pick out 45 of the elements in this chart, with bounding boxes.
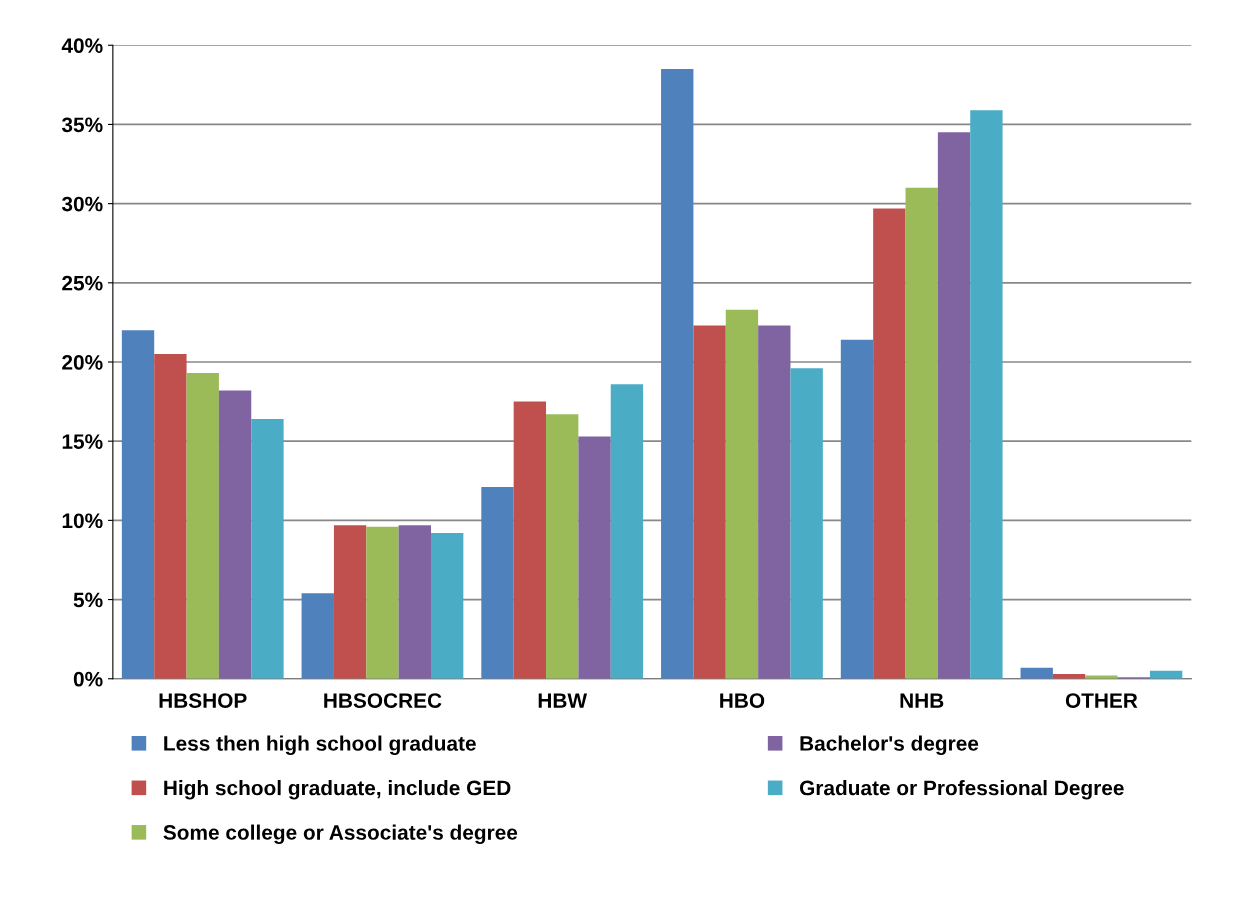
y-tick-label: 15% xyxy=(62,434,103,449)
y-tick-label: 0% xyxy=(73,671,103,687)
y-tick-label: 20% xyxy=(62,355,103,370)
legend-label: High school graduate, include GED xyxy=(164,780,511,800)
bar xyxy=(693,325,726,679)
bar xyxy=(873,208,906,679)
y-tick-label: 10% xyxy=(62,513,103,529)
bar xyxy=(301,593,334,679)
legend-label: Graduate or Professional Degree xyxy=(799,780,1124,800)
bar xyxy=(513,401,547,679)
bar xyxy=(790,368,823,679)
bar xyxy=(366,526,399,679)
bar xyxy=(546,414,579,679)
bar xyxy=(481,487,514,679)
x-tick-label: HBSOCREC xyxy=(324,693,442,708)
bar xyxy=(578,436,611,679)
bar xyxy=(758,325,791,679)
bar xyxy=(186,373,219,679)
bar xyxy=(937,132,971,679)
y-tick-label: 25% xyxy=(62,275,103,291)
y-tick-label: 35% xyxy=(61,117,103,133)
legend-label: Less then high school graduate xyxy=(164,735,476,756)
bar xyxy=(333,525,367,679)
bar xyxy=(121,330,155,679)
x-tick-label: HBSHOP xyxy=(159,693,247,708)
bar xyxy=(431,533,464,679)
x-tick-label: OTHER xyxy=(1065,693,1138,708)
legend-label: Some college or Associate's degree xyxy=(163,824,518,845)
bar xyxy=(970,110,1003,679)
x-tick-label: NHB xyxy=(900,693,944,708)
bar xyxy=(398,525,431,679)
bar xyxy=(840,339,874,679)
bar xyxy=(218,390,252,679)
x-tick-label: HBW xyxy=(538,693,588,708)
bar xyxy=(610,384,644,679)
legend-label: Bachelor's degree xyxy=(800,735,979,756)
y-tick-label: 40% xyxy=(61,38,103,53)
bar xyxy=(905,187,938,679)
bar xyxy=(154,354,187,679)
x-tick-label: HBO xyxy=(720,693,765,708)
bar xyxy=(725,309,759,679)
bar xyxy=(251,419,284,679)
y-tick-label: 30% xyxy=(61,196,103,212)
bar xyxy=(661,69,694,679)
y-tick-label: 5% xyxy=(73,592,103,608)
